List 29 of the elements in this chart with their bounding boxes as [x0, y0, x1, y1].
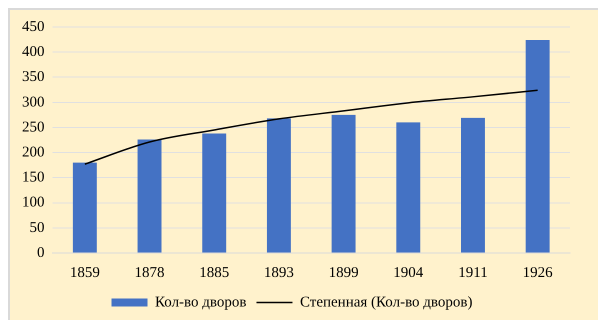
x-tick-label: 1911 — [458, 264, 488, 281]
bar — [526, 40, 550, 252]
legend-label: Степенная (Кол-во дворов) — [300, 294, 473, 310]
y-tick-label: 100 — [22, 194, 44, 211]
bar — [266, 118, 291, 252]
bar — [138, 140, 162, 252]
y-tick-label: 450 — [22, 18, 44, 35]
x-tick-label: 1885 — [199, 264, 230, 281]
y-tick-label: 300 — [22, 94, 44, 110]
bar — [332, 114, 356, 252]
x-tick-label: 1893 — [264, 264, 294, 281]
y-tick-label: 350 — [22, 69, 44, 86]
x-tick-label: 1904 — [393, 264, 424, 281]
x-tick-label: 1899 — [328, 264, 359, 281]
y-tick-label: 50 — [30, 220, 44, 236]
y-tick-label: 200 — [22, 144, 44, 160]
bar — [396, 122, 420, 252]
bar — [202, 133, 226, 252]
line-series — [84, 90, 538, 165]
y-tick-label: 0 — [37, 244, 44, 261]
y-tick-label: 150 — [22, 170, 44, 186]
x-tick-label: 1926 — [522, 264, 554, 281]
y-tick-label: 250 — [22, 119, 44, 136]
bar — [461, 118, 485, 252]
x-tick-label: 1878 — [134, 264, 165, 281]
bar — [72, 162, 97, 252]
x-tick-label: 1859 — [70, 264, 100, 281]
legend-label: Кол-во дворов — [155, 294, 246, 310]
y-tick-label: 400 — [22, 44, 44, 60]
